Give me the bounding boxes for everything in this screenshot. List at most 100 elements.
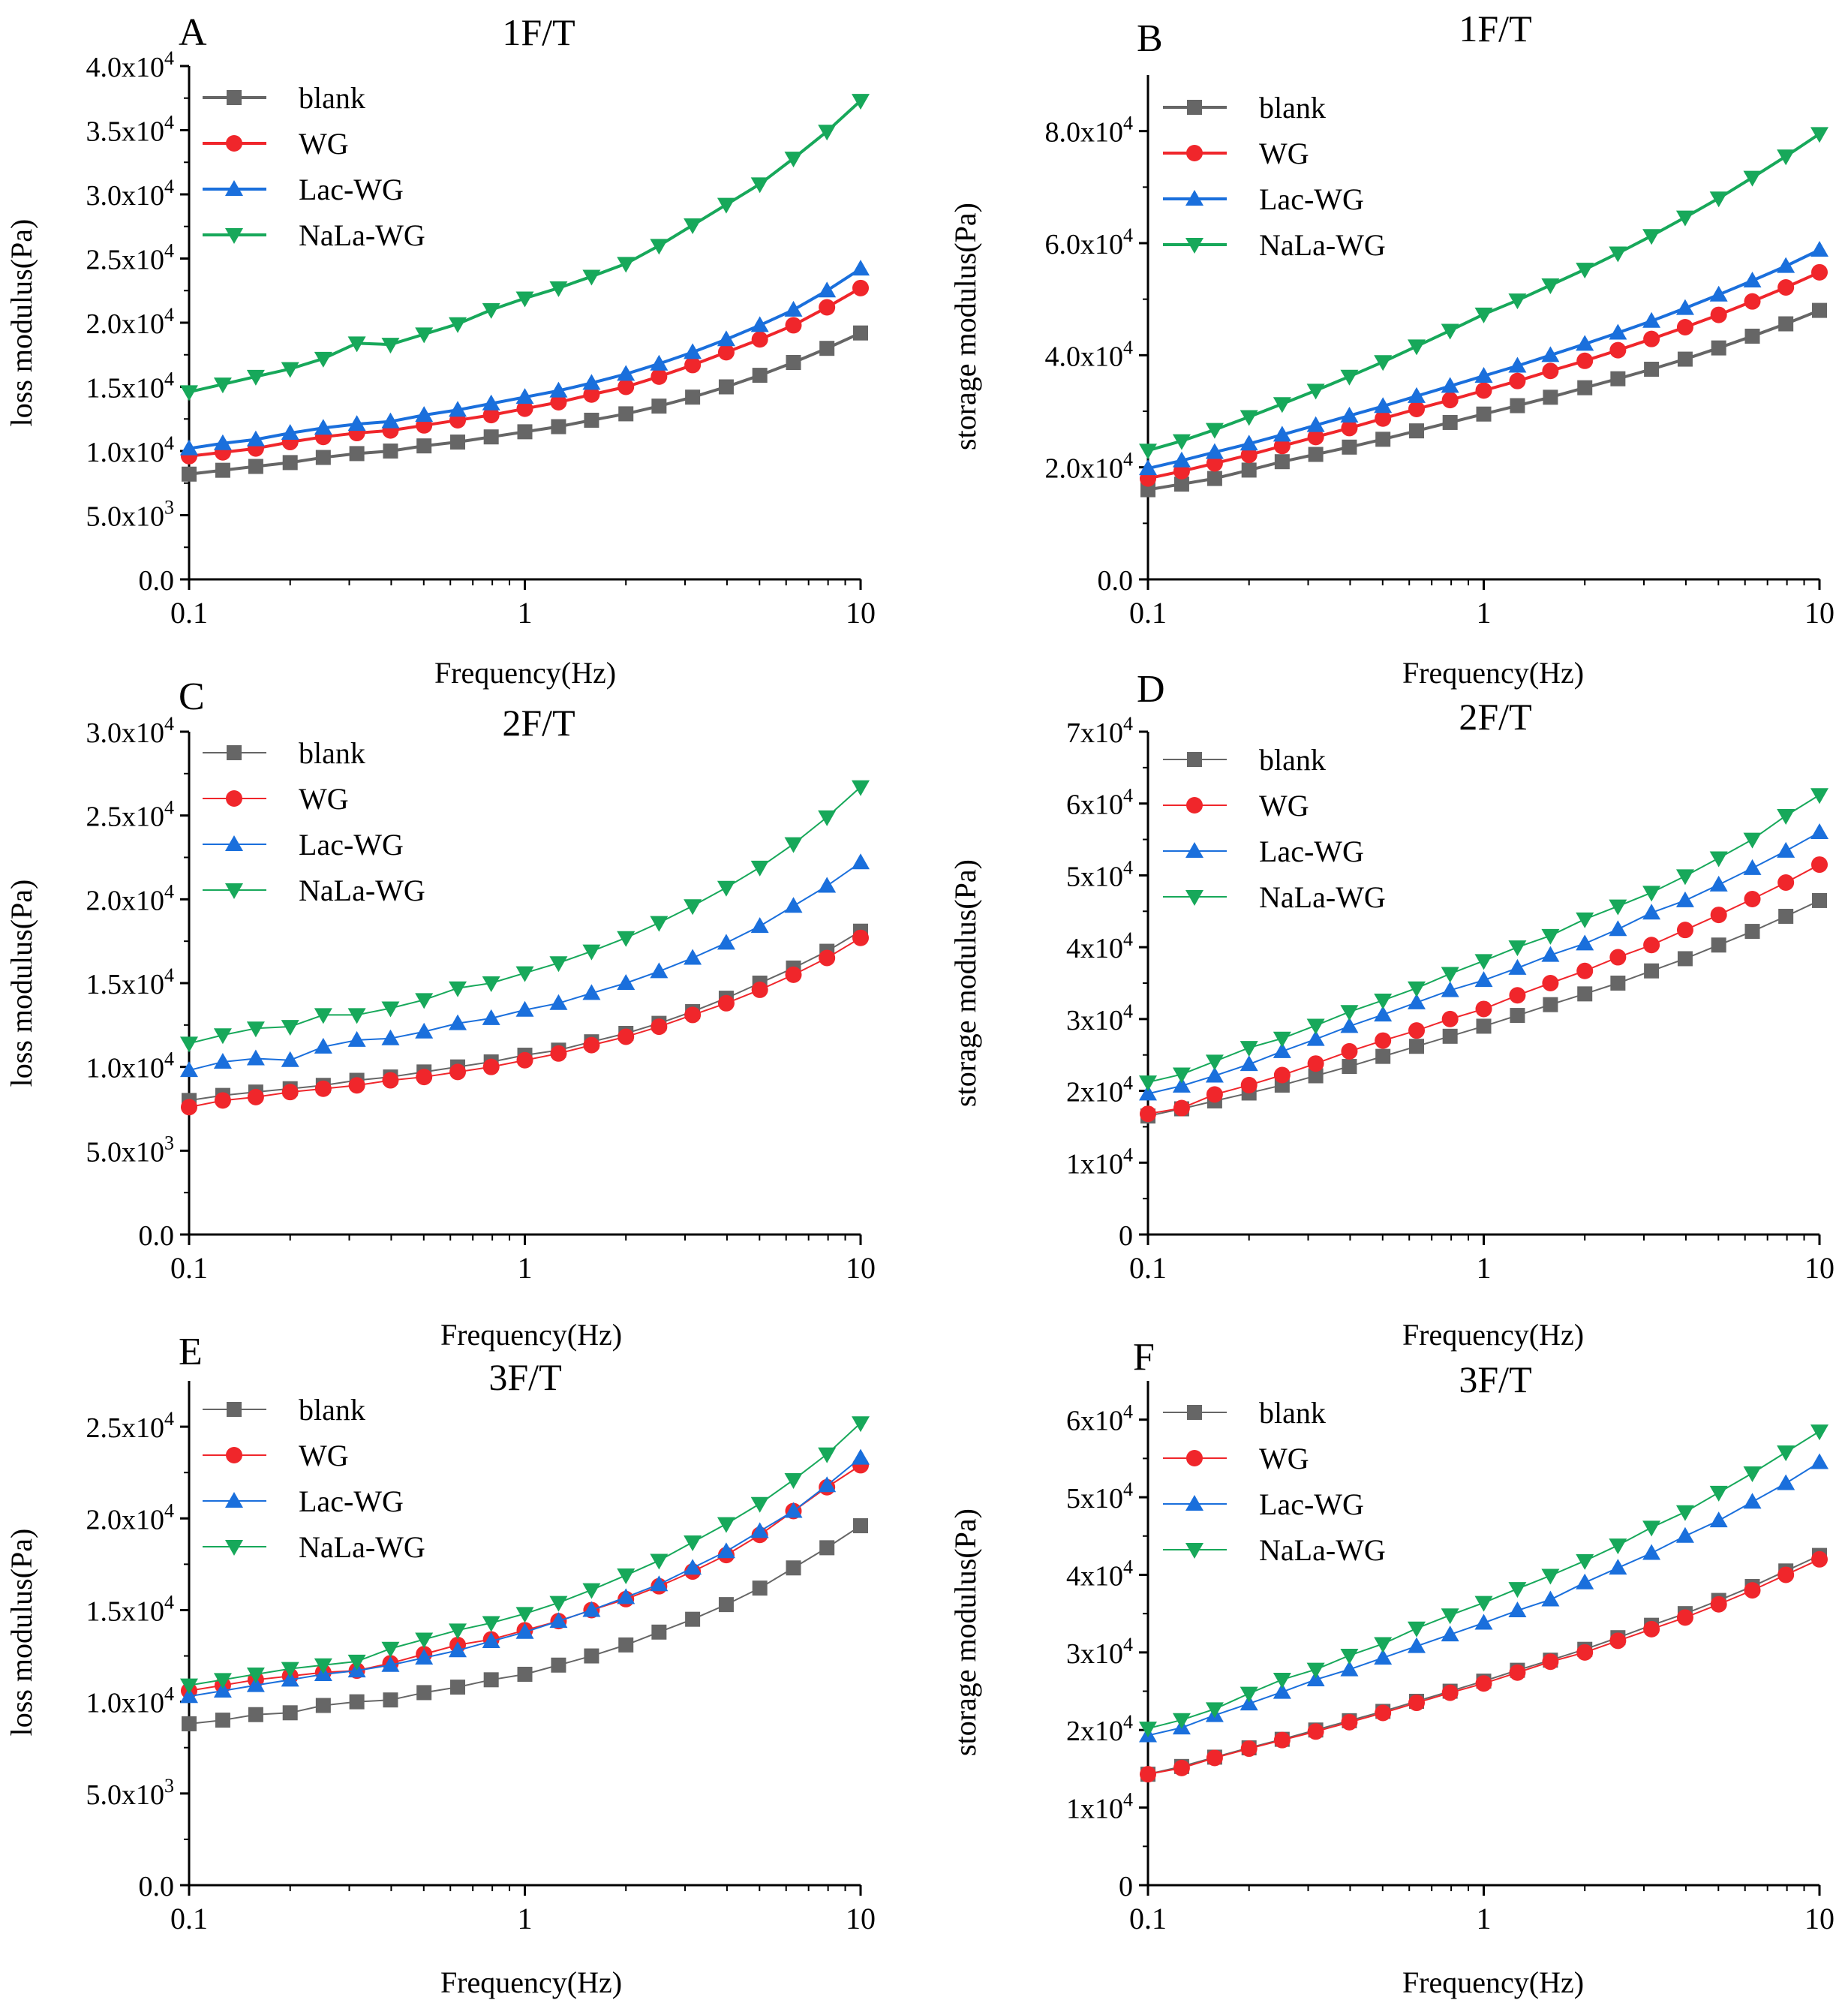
legend-marker-lac-wg [225,1492,243,1508]
data-point [1408,1621,1426,1638]
data-point [650,239,669,255]
data-point [1273,1031,1291,1048]
legend-label-blank: blank [1259,743,1326,777]
data-point [1140,1766,1156,1783]
legend-label-wg: WG [1259,137,1309,170]
data-point [1744,293,1761,310]
data-point [1576,962,1594,979]
data-point [180,1036,198,1053]
y-tick-label: 2.5x104 [86,240,175,276]
data-point [852,260,870,276]
data-point [1409,423,1425,439]
data-point [1340,369,1359,386]
data-point [1777,808,1795,825]
data-point [1206,471,1222,486]
data-point [852,853,870,870]
data-point [1375,410,1392,427]
data-point [1643,937,1660,954]
legend-marker-wg [226,1447,242,1463]
data-point [180,1687,198,1704]
data-point [1810,823,1828,839]
legend-label-lac-wg: Lac-WG [1259,835,1364,868]
series-nala-wg [180,1416,870,1695]
data-point [314,1080,332,1097]
data-point [449,1641,467,1658]
data-point [1542,362,1559,380]
data-point [750,177,769,194]
x-tick-label: 10 [846,596,876,630]
data-point [1273,438,1291,455]
data-point [1508,1582,1527,1598]
series-lac-wg [1139,823,1828,1101]
data-point [1340,1005,1359,1021]
data-point [550,1045,567,1062]
data-point [1374,1006,1393,1022]
data-point [1743,1466,1762,1483]
data-point [1744,891,1761,908]
y-tick-label: 0.0 [139,1871,175,1902]
x-tick-label: 1 [1477,596,1492,630]
legend-marker-nala-wg [1185,238,1203,254]
data-point [1308,447,1324,462]
chart-title: 2F/T [502,702,575,744]
y-tick-label: 2x104 [1066,1711,1133,1747]
data-point [819,299,836,316]
legend-label-nala-wg: NaLa-WG [299,218,425,252]
chart-panel-a: 0.0 5.0x103 1.0x104 1.5x104 2.0x104 2.5x104 3.… [5,11,876,690]
data-point [1609,341,1627,359]
data-point [180,385,198,402]
data-point [1206,1749,1223,1767]
data-point [1812,302,1827,318]
data-point [549,1612,568,1629]
data-point [482,1009,500,1025]
data-point [314,419,332,435]
data-point [752,368,768,383]
data-point [1677,951,1693,967]
data-point [1306,1662,1325,1679]
data-point [717,1517,735,1533]
data-point [1542,1653,1559,1671]
y-tick-label: 2.0x104 [86,304,175,340]
x-tick-label: 10 [1804,1251,1834,1285]
data-point [1240,447,1258,464]
y-tick-label: 0.0 [139,1220,175,1252]
data-point [650,962,669,979]
data-point [549,381,568,398]
data-point [180,1678,198,1695]
data-point [784,897,803,913]
data-point [618,1028,635,1045]
legend-marker-blank [1187,1405,1202,1420]
data-point [1509,1664,1526,1681]
data-point [1609,899,1627,916]
legend: blank WG Lac-WG NaLa-WG [1163,91,1386,262]
data-point [684,343,702,359]
series-nala-wg [180,94,870,402]
data-point [1643,330,1660,347]
data-point [381,1641,400,1658]
data-point [1810,127,1828,143]
data-point [1577,380,1593,395]
data-point [1374,1637,1393,1653]
data-point [347,1654,366,1671]
data-point [1710,907,1727,924]
data-point [717,344,735,361]
data-point [415,1648,434,1665]
data-point [314,351,332,368]
data-point [1778,908,1794,924]
chart-panel-b: 0.0 2.0x104 4.0x104 6.0x104 8.0x104 0.1 1 10 Fre… [948,8,1834,690]
legend-label-lac-wg: Lac-WG [299,1484,404,1518]
data-point [381,1029,400,1045]
y-tick-label: 1.0x104 [86,432,175,468]
data-point [1743,272,1762,288]
data-point [1308,1068,1324,1084]
data-point [415,1022,434,1039]
data-point [1576,263,1594,279]
data-point [1307,1055,1324,1072]
data-point [1476,1018,1492,1034]
data-point [213,1673,232,1689]
data-point [717,330,735,347]
series-nala-wg [1139,788,1828,1092]
data-point [1475,1000,1492,1018]
data-point [584,412,599,428]
